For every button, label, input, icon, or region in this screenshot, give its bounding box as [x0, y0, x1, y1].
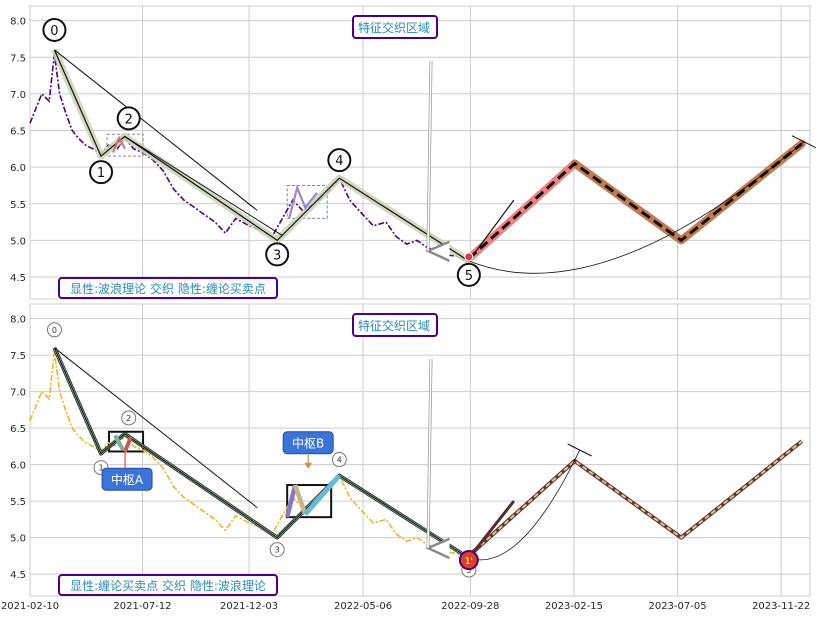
wave-point-label: 0 [50, 24, 58, 39]
panel-label-box [58, 574, 278, 596]
pivot-box-b [286, 484, 333, 519]
buy-point-marker [458, 550, 479, 571]
wave-point-label: 0 [52, 326, 57, 335]
x-tick-label: 2021-07-12 [113, 601, 171, 612]
x-tick-label: 2021-02-10 [1, 601, 59, 612]
buy-point-label: 1' [465, 557, 473, 567]
y-tick-label: 7.0 [10, 388, 26, 399]
wave-point-2-marker [121, 410, 137, 426]
trend-line [54, 347, 258, 508]
panel-label-text: 显性:波浪理论 交织 隐性:缠论买卖点 [70, 281, 266, 296]
forecast-dashed-line [467, 142, 803, 260]
wave-point-label: 3 [275, 546, 280, 555]
panel-label-box [58, 277, 278, 299]
feature-zone-arrow-inner [427, 358, 432, 549]
wave-line [53, 347, 470, 559]
wave-point-0-marker [46, 322, 62, 338]
pivot-a-subwave [123, 436, 133, 453]
wave-point-label: 4 [337, 456, 342, 465]
wave-point-label: 2 [125, 112, 133, 127]
pivot-box-b [286, 184, 328, 219]
wave-point-label: 1 [98, 464, 103, 473]
pivot-b-subwave [284, 484, 298, 518]
wave-point-0-marker [42, 17, 67, 42]
wave-point-4-marker [327, 148, 352, 173]
wave-point-label: 5 [466, 566, 471, 575]
x-tick-label: 2023-07-05 [648, 601, 706, 612]
wave-point-3-marker [269, 542, 285, 558]
feature-zone-box [352, 313, 438, 337]
panel-top: 4.5 5.0 5.5 6.0 6.5 7.0 7.5 8.0 0 1 2 3 4 5 特征交织区域显性:波… [10, 5, 816, 300]
trend-line [54, 49, 258, 211]
feature-zone-label: 特征交织区域 [358, 318, 430, 333]
pivot-b-subwave [288, 184, 319, 219]
projection-line [467, 500, 516, 559]
y-tick-label: 5.0 [10, 534, 26, 545]
projection-arc [468, 449, 581, 561]
y-tick-label: 7.5 [10, 53, 26, 64]
y-tick-label: 5.0 [10, 236, 26, 247]
hub-a-box [101, 467, 153, 491]
wave-point-label: 3 [273, 248, 281, 263]
y-tick-label: 6.5 [10, 127, 26, 138]
y-tick-label: 6.0 [10, 461, 26, 472]
x-tick-label: 2023-11-22 [752, 601, 810, 612]
hub-b-label: 中枢B [292, 436, 324, 451]
pivot-a-subwave [113, 434, 125, 451]
x-tick-label: 2022-05-06 [334, 601, 392, 612]
point-5-dot [464, 252, 474, 262]
plot-frame [29, 5, 811, 300]
pivot-b-subwave [293, 484, 308, 515]
y-tick-label: 4.5 [10, 570, 26, 581]
hub-b-box [282, 431, 334, 455]
wave-point-label: 4 [335, 154, 343, 169]
forecast-band [467, 439, 804, 558]
wave-point-3-marker [265, 242, 290, 267]
panel-bottom: 4.5 5.0 5.5 6.0 6.5 7.0 7.5 8.0 2021-02-10 2021-0… [1, 303, 811, 612]
hub-a-label: 中枢A [111, 472, 144, 487]
y-tick-label: 6.5 [10, 424, 26, 435]
plot-frame [29, 303, 811, 597]
y-tick-label: 7.0 [10, 90, 26, 101]
y-tick-label: 5.5 [10, 200, 26, 211]
x-tick-label: 2023-02-15 [545, 601, 603, 612]
wave-point-label: 1 [97, 166, 105, 181]
y-tick-label: 8.0 [10, 315, 26, 326]
x-tick-label: 2021-12-03 [220, 601, 278, 612]
arc-end-bracket [567, 443, 592, 457]
pivot-b-subwave [303, 473, 342, 516]
feature-zone-label: 特征交织区域 [358, 20, 430, 35]
wave-point-label: 5 [465, 269, 473, 284]
projection-arc [468, 141, 805, 274]
wave-line [53, 49, 470, 262]
feature-zone-box [352, 15, 438, 39]
panel-label-text: 显性:缠论买卖点 交织 隐性:波浪理论 [70, 578, 266, 593]
wave-point-label: 2 [126, 414, 131, 423]
projection-line [468, 199, 515, 262]
feature-zone-arrow-inner [427, 60, 432, 251]
wave-point-1-marker [89, 160, 114, 185]
arc-end-bracket [791, 135, 816, 149]
price-series-line [29, 351, 470, 559]
y-tick-label: 6.0 [10, 163, 26, 174]
price-series-line [29, 53, 470, 262]
hub-b-arrow [304, 454, 312, 469]
pivot-a-subwave [112, 135, 126, 153]
y-tick-label: 7.5 [10, 351, 26, 362]
wave-point-5-marker [456, 262, 481, 287]
x-tick-label: 2022-09-28 [441, 601, 499, 612]
wave-point-4-marker [331, 452, 347, 468]
wave-point-2-marker [116, 106, 141, 131]
y-tick-label: 5.5 [10, 497, 26, 508]
y-tick-label: 4.5 [10, 273, 26, 284]
trend-line [124, 135, 283, 236]
y-tick-label: 8.0 [10, 17, 26, 28]
